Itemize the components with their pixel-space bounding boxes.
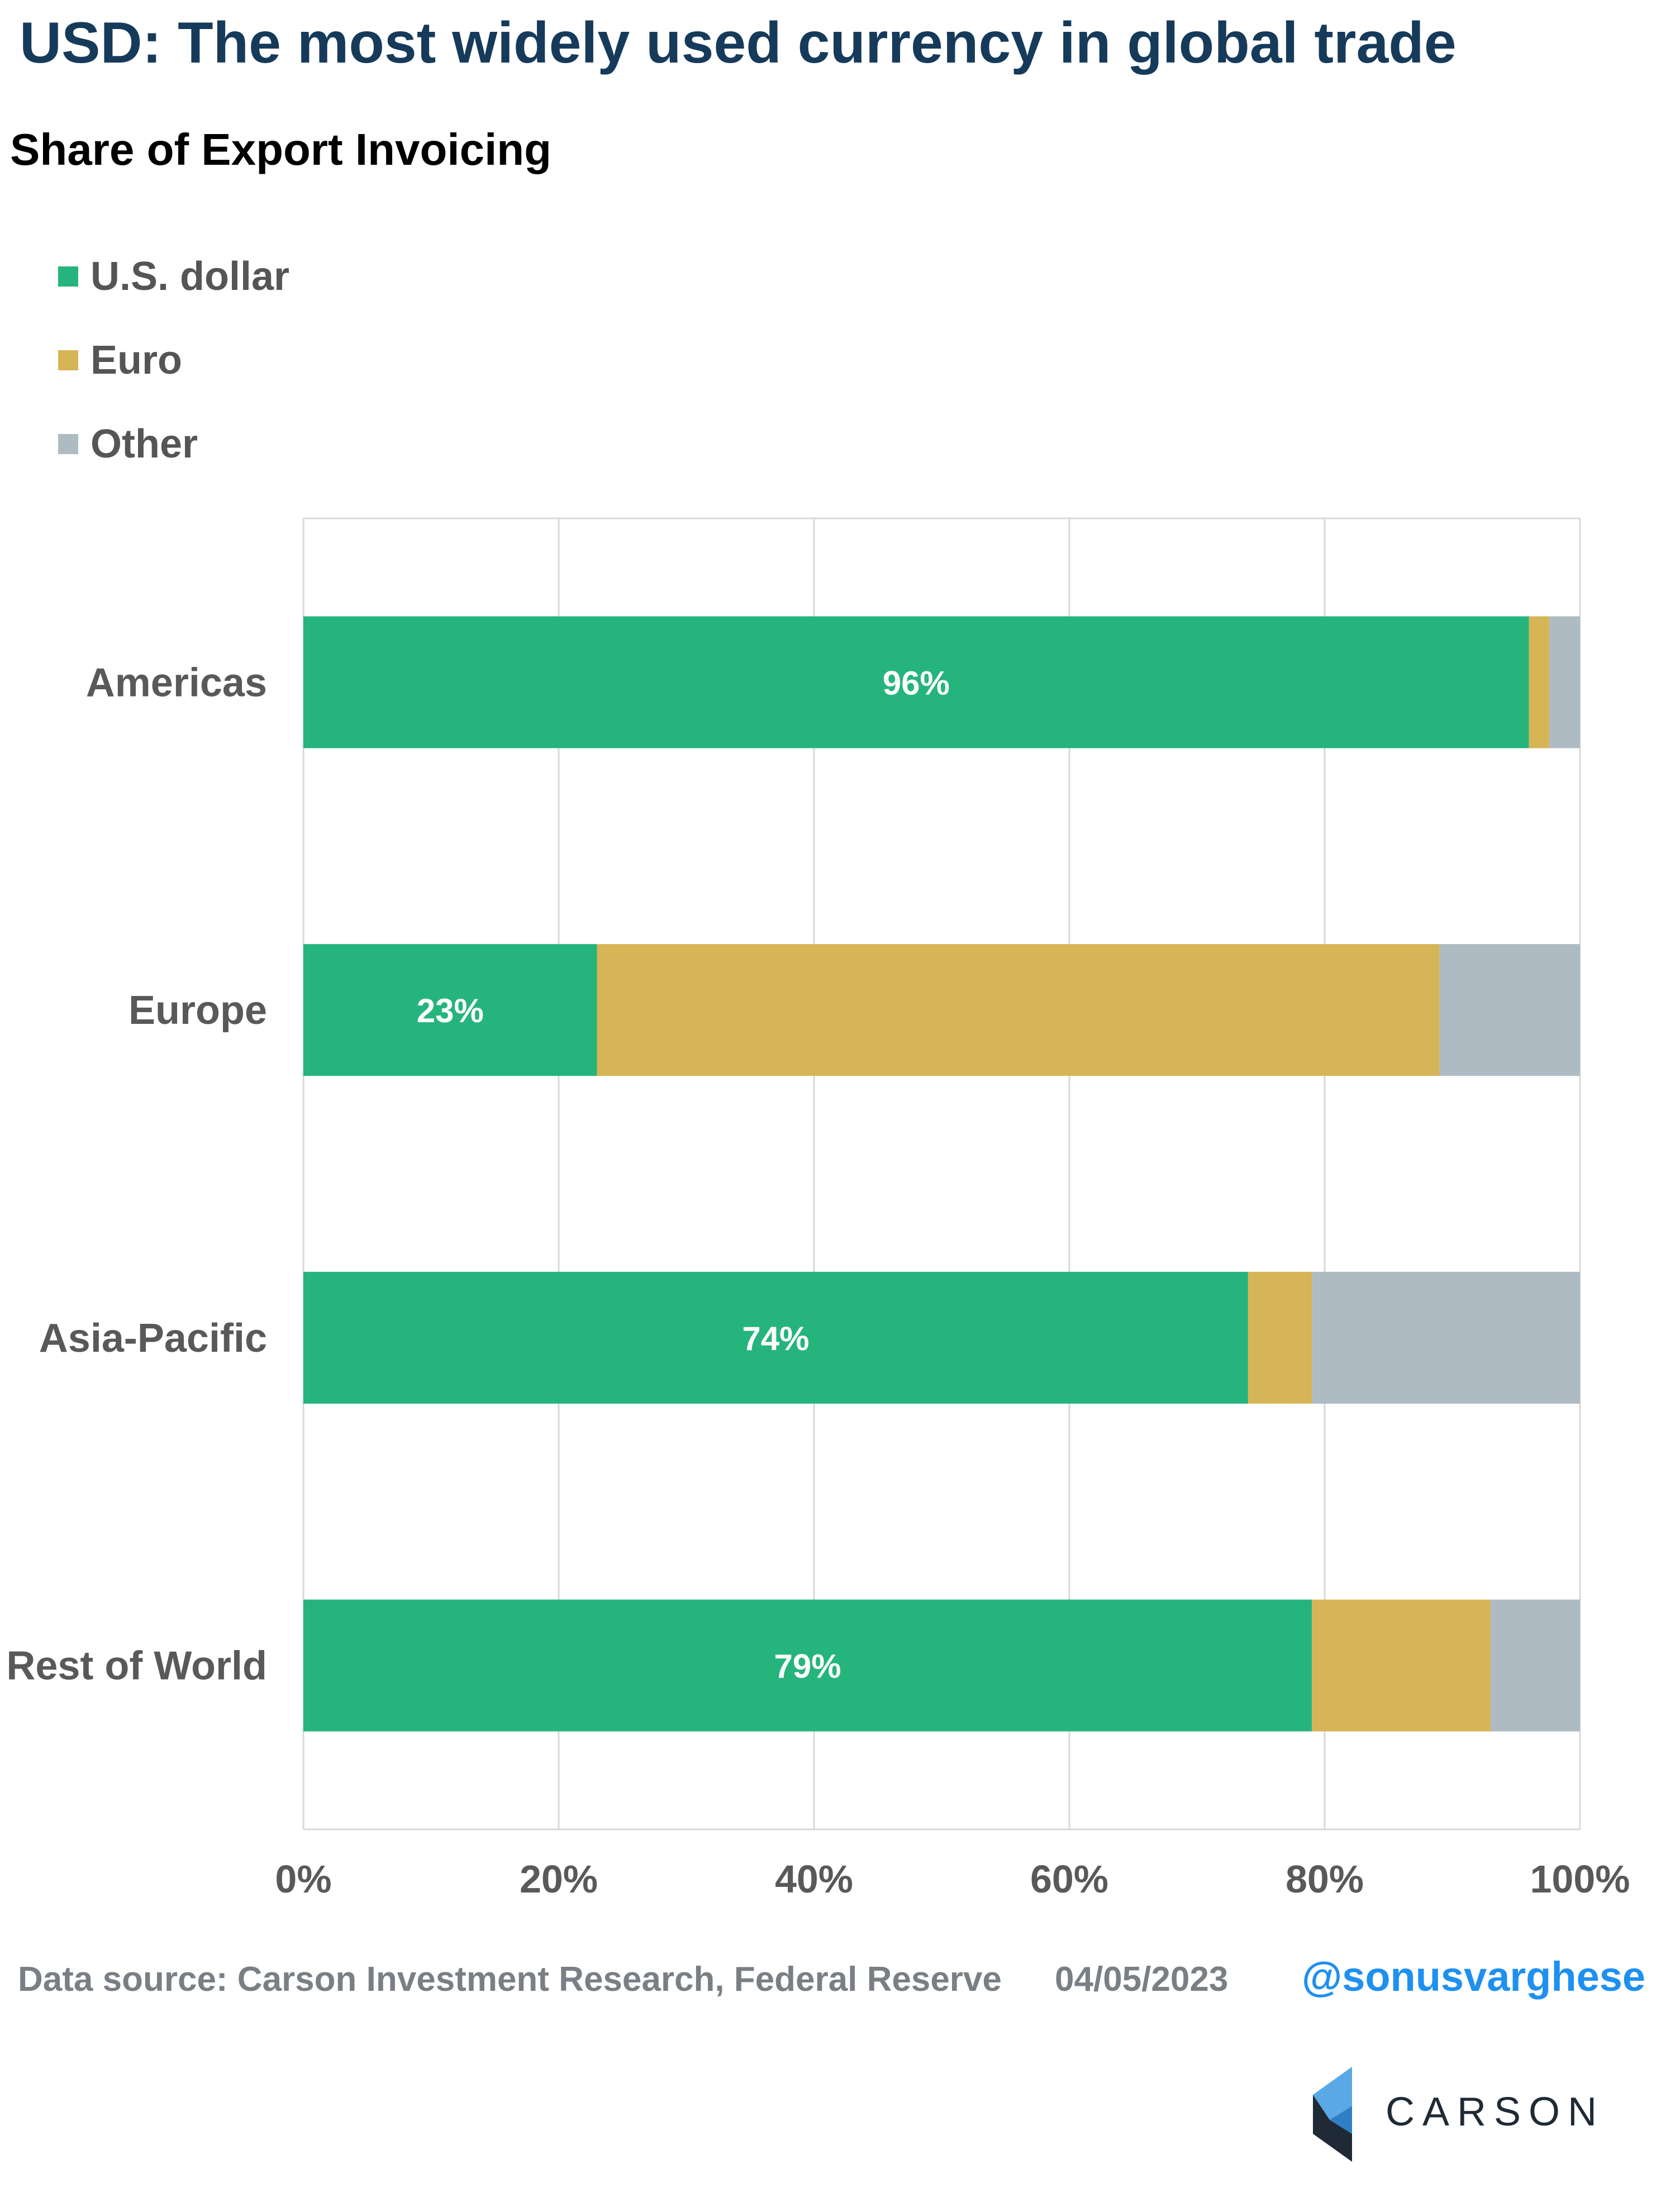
legend-swatch-euro	[58, 350, 78, 370]
author-handle[interactable]: @sonusvarghese	[1302, 1953, 1646, 2000]
bar-other	[1549, 616, 1580, 749]
bar-data-label: 79%	[774, 1648, 841, 1685]
bar-euro	[1248, 1271, 1312, 1404]
bar-u-s-dollar	[303, 944, 597, 1076]
bar-euro	[1312, 1599, 1491, 1732]
data-source-note: Data source: Carson Investment Research,…	[18, 1960, 1002, 1999]
category-label: Rest of World	[6, 1644, 267, 1689]
legend-item-other: Other	[58, 402, 289, 486]
bar-data-label: 96%	[883, 664, 950, 702]
bar-euro	[597, 944, 1440, 1076]
category-label: Americas	[86, 660, 267, 705]
carson-logo: CARSON	[1296, 2067, 1631, 2162]
bar-other	[1312, 1271, 1580, 1404]
chart-subtitle: Share of Export Invoicing	[10, 125, 552, 174]
legend-item-euro: Euro	[58, 318, 289, 402]
bar-data-label: 23%	[417, 992, 484, 1029]
bar-other	[1439, 944, 1580, 1076]
x-tick-label: 0%	[275, 1857, 331, 1901]
carson-logo-icon	[1313, 2067, 1352, 2162]
x-tick-label: 80%	[1286, 1857, 1364, 1901]
x-tick-label: 100%	[1530, 1857, 1630, 1901]
legend-label-usd: U.S. dollar	[91, 254, 290, 299]
bar-data-label: 74%	[742, 1320, 809, 1357]
legend: U.S. dollar Euro Other	[58, 235, 289, 486]
legend-label-other: Other	[91, 422, 198, 466]
carson-logo-text: CARSON	[1386, 2090, 1605, 2134]
chart-title: USD: The most widely used currency in gl…	[20, 11, 1457, 75]
stacked-bar-chart: 0% 20% 40% 60% 80% 100% 96% Americas 23% Europe 74…	[6, 517, 1630, 1901]
x-tick-label: 20%	[520, 1857, 598, 1901]
legend-item-usd: U.S. dollar	[58, 235, 289, 318]
bar-u-s-dollar	[303, 616, 1529, 749]
category-label: Europe	[128, 988, 267, 1033]
bar-other	[1491, 1599, 1580, 1732]
bar-u-s-dollar	[303, 1599, 1312, 1732]
legend-swatch-other	[58, 434, 78, 454]
bar-u-s-dollar	[303, 1271, 1248, 1404]
publish-date: 04/05/2023	[1055, 1960, 1229, 1999]
x-tick-label: 40%	[775, 1857, 853, 1901]
legend-swatch-usd	[58, 266, 78, 287]
legend-label-euro: Euro	[91, 338, 183, 383]
category-label: Asia-Pacific	[39, 1316, 267, 1361]
bar-euro	[1529, 616, 1550, 749]
x-tick-label: 60%	[1030, 1857, 1108, 1901]
